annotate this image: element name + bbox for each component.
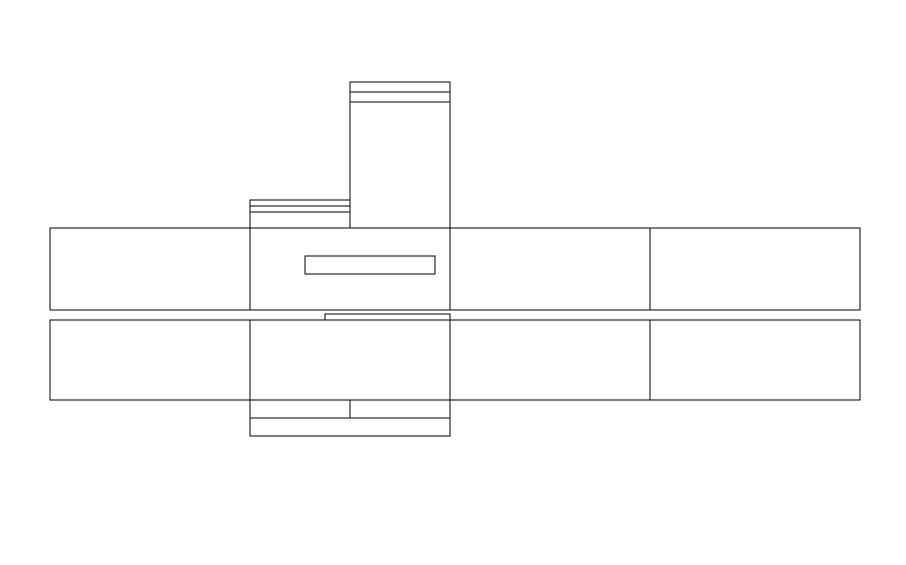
rect-top-band — [350, 92, 450, 102]
rect-mid-tab — [325, 314, 450, 320]
rect-row2-cell4 — [650, 320, 860, 400]
rect-left-ledge — [250, 200, 350, 228]
rect-row1-cell2 — [250, 228, 450, 310]
rect-row1-cell1 — [50, 228, 250, 310]
rect-bottom-slab-right — [350, 400, 450, 418]
rect-row2-cell2 — [250, 320, 450, 400]
rect-row1-cell4 — [650, 228, 860, 310]
rect-row2-cell3 — [450, 320, 650, 400]
rect-left-ledge-band — [250, 206, 350, 212]
rect-top-block — [350, 82, 450, 228]
rect-bottom-slab-left — [250, 400, 350, 418]
rect-inset-bar — [305, 256, 435, 274]
rect-row1-cell3 — [450, 228, 650, 310]
diagram-canvas — [0, 0, 906, 565]
rect-row2-cell1 — [50, 320, 250, 400]
